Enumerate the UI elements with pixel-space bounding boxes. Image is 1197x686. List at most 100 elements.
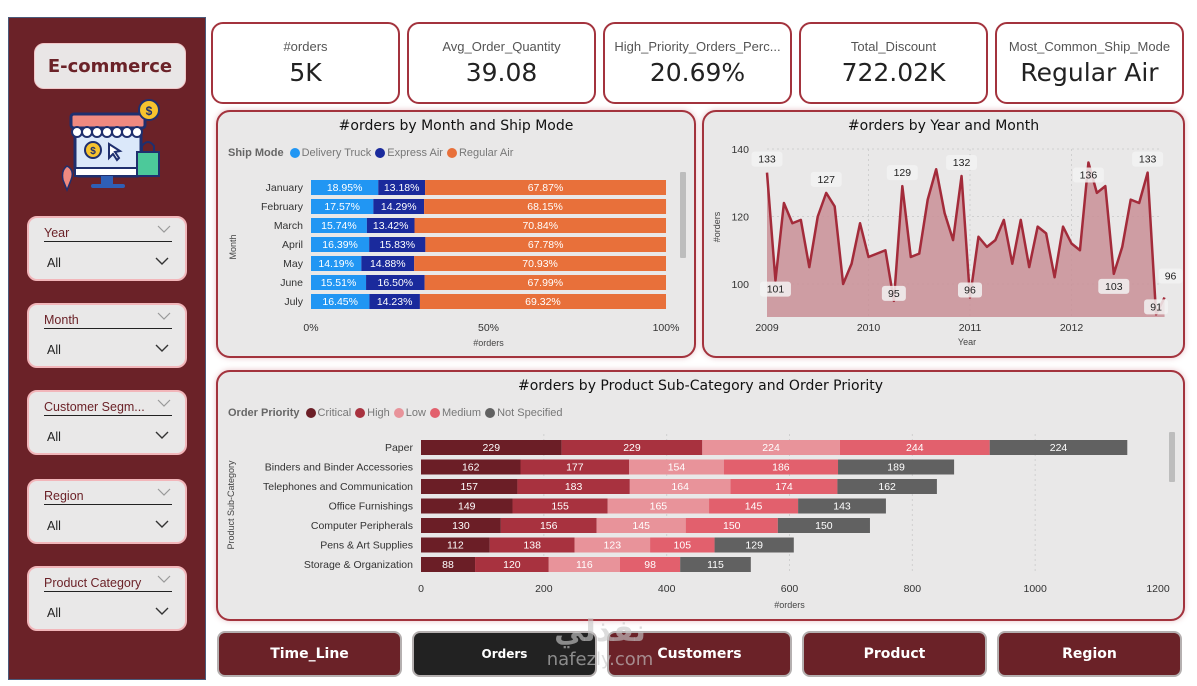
series-line [765, 161, 1166, 316]
bar-segment [723, 459, 839, 475]
data-label: 16.39% [322, 239, 358, 251]
bar-segment [680, 557, 751, 572]
legend-item[interactable]: Delivery Truck [289, 147, 371, 159]
data-label: 138 [523, 540, 541, 552]
chevron-down-icon[interactable] [155, 519, 169, 529]
legend-item[interactable]: Express Air [375, 147, 443, 159]
chevron-down-icon[interactable] [157, 487, 171, 497]
nav-button-time-line[interactable]: Time_Line [217, 631, 402, 677]
data-label: 156 [540, 520, 558, 532]
bar-segment [414, 256, 666, 271]
chevron-down-icon[interactable] [155, 606, 169, 616]
bar-segment [424, 199, 667, 214]
data-label-bg [886, 165, 918, 181]
chevron-down-icon[interactable] [157, 398, 171, 408]
legend-item[interactable]: Medium [429, 407, 481, 419]
legend-item[interactable]: Regular Air [446, 147, 513, 159]
slicer-year[interactable]: Year All [27, 216, 187, 281]
bar-segment [369, 294, 420, 309]
svg-text:$: $ [146, 104, 153, 118]
x-tick-label: 200 [535, 583, 553, 595]
kpi-value: 20.69% [649, 58, 746, 87]
bar-segment [419, 294, 666, 309]
data-label: 123 [604, 540, 622, 552]
chart-title: #orders by Product Sub-Category and Orde… [518, 378, 883, 394]
data-label: 16.50% [378, 277, 414, 289]
bar-segment [714, 537, 794, 553]
legend-item[interactable]: Low [393, 407, 426, 419]
chart-svg: Month January 18.95% 13.18% 67.87% February 17… [228, 172, 686, 348]
data-label: 69.32% [525, 296, 561, 308]
data-label: 224 [762, 442, 780, 454]
data-label: 115 [707, 559, 724, 571]
bar-segment [629, 479, 731, 494]
slicer-value[interactable]: All [47, 343, 61, 357]
chevron-down-icon[interactable] [157, 311, 171, 321]
slicer-month[interactable]: Month All [27, 303, 187, 368]
nav-button-product[interactable]: Product [802, 631, 987, 677]
bar-segment [838, 459, 955, 475]
kpi-card-total-discount: Total_Discount 722.02K [799, 22, 988, 104]
data-label-bg [881, 285, 906, 301]
bar-segment [311, 256, 362, 271]
bar-segment [421, 518, 501, 533]
data-label: 177 [566, 462, 584, 474]
slicer-region[interactable]: Region All [27, 479, 187, 544]
chevron-down-icon[interactable] [155, 343, 169, 353]
x-tick-label: 2011 [959, 322, 982, 334]
bar-segment [361, 256, 415, 271]
data-label-bg [1072, 167, 1104, 183]
bar-segment [425, 237, 666, 252]
data-label: 95 [888, 288, 900, 300]
legend-item[interactable]: Critical [305, 407, 351, 419]
data-label: 145 [632, 520, 650, 532]
legend-item[interactable]: Not Specified [485, 407, 563, 419]
data-label: 103 [1105, 281, 1123, 293]
bar-segment [517, 479, 630, 494]
chevron-down-icon[interactable] [155, 256, 169, 266]
data-label: 16.45% [322, 296, 358, 308]
bar-segment [421, 459, 521, 475]
nav-button-region[interactable]: Region [997, 631, 1182, 677]
data-label: 91 [1150, 301, 1162, 313]
data-label: 14.23% [377, 296, 413, 308]
chart-svg: 100 120 140 2009 2010 2011 2012 #orders Year 133 1… [712, 144, 1183, 347]
category-label: Telephones and Communication [263, 481, 413, 493]
nav-button-orders[interactable]: Orders [412, 631, 597, 677]
data-label: 244 [906, 442, 924, 454]
data-label: 116 [576, 559, 593, 571]
data-label: 13.42% [373, 220, 409, 232]
category-label: February [261, 201, 304, 213]
chevron-down-icon[interactable] [157, 574, 171, 584]
category-label: Binders and Binder Accessories [265, 462, 413, 474]
category-label: Paper [385, 442, 414, 454]
chart-month-ship-mode: #orders by Month and Ship Mode Ship Mode… [216, 110, 696, 358]
chevron-down-icon[interactable] [155, 430, 169, 440]
category-label: Office Furnishings [329, 501, 413, 513]
legend-item[interactable]: High [355, 407, 390, 419]
slicer-product-category[interactable]: Product Category All [27, 566, 187, 631]
data-label: 68.15% [527, 201, 563, 213]
legend-dot [393, 408, 404, 418]
data-label: 17.57% [324, 201, 360, 213]
chevron-down-icon[interactable] [157, 224, 171, 234]
y-tick-label: 140 [731, 144, 749, 156]
legend-label: Express Air [387, 147, 443, 159]
slicer-value[interactable]: All [47, 430, 61, 444]
data-label: 165 [650, 501, 668, 513]
data-label: 105 [674, 540, 692, 552]
nav-button-customers[interactable]: Customers [607, 631, 792, 677]
bar-segment [709, 498, 799, 514]
data-label: 183 [565, 481, 583, 493]
bar-segment [839, 440, 990, 455]
slicer-value[interactable]: All [47, 606, 61, 620]
x-tick-label: 2009 [755, 322, 779, 334]
bar-segment [574, 537, 651, 553]
slicer-value[interactable]: All [47, 519, 61, 533]
data-label: 229 [483, 442, 501, 454]
bar-segment [596, 518, 686, 533]
slicer-value[interactable]: All [47, 256, 61, 270]
slicer-customer-segment[interactable]: Customer Segm... All [27, 390, 187, 455]
data-label: 143 [833, 501, 851, 513]
